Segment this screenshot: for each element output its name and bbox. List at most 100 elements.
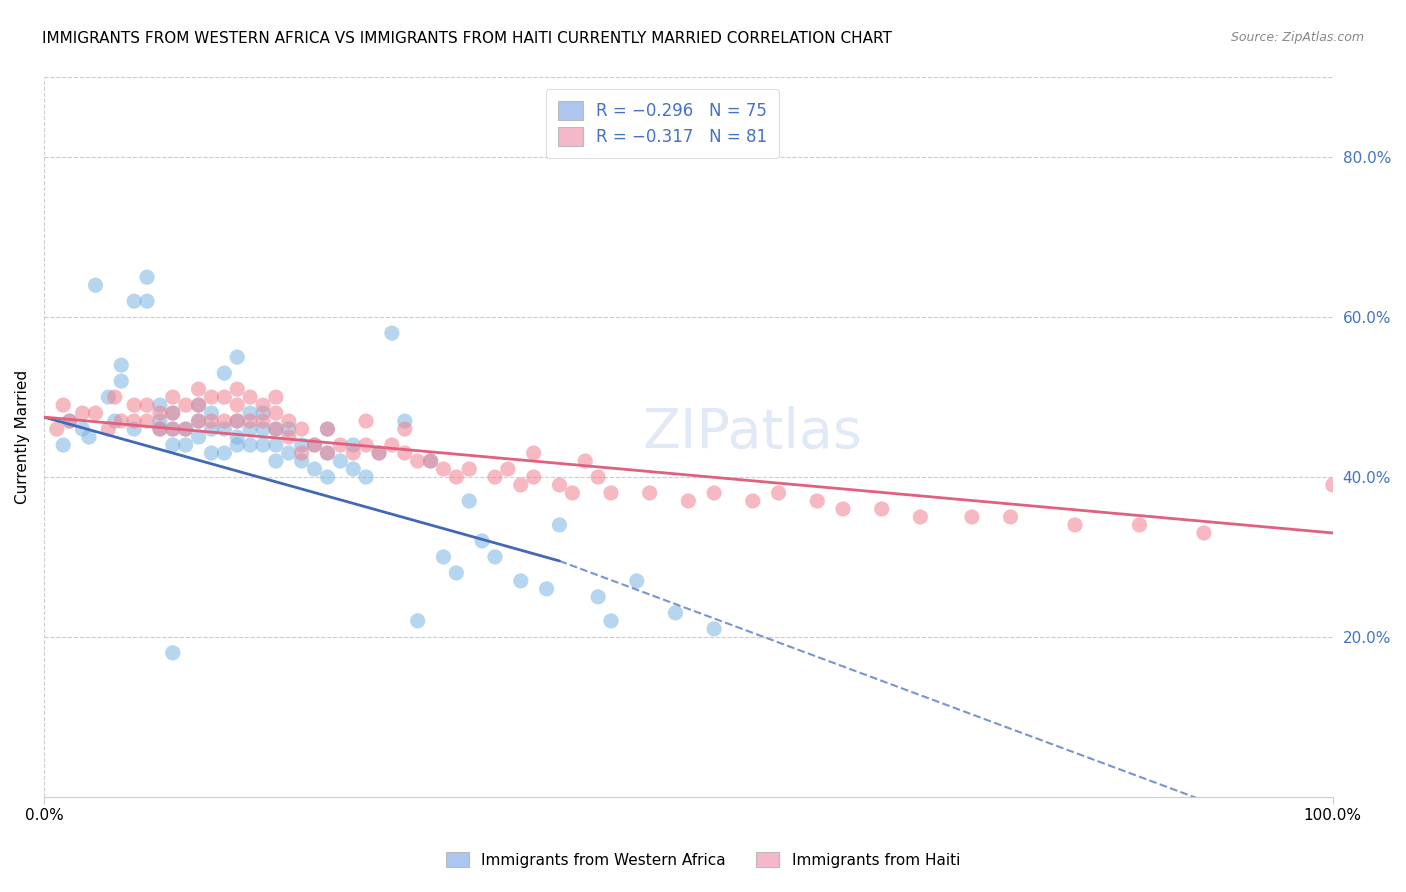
Point bbox=[316, 422, 339, 436]
Point bbox=[1322, 478, 1344, 492]
Point bbox=[45, 422, 67, 436]
Point bbox=[226, 430, 249, 444]
Point bbox=[368, 446, 391, 460]
Point bbox=[626, 574, 648, 588]
Point bbox=[264, 390, 287, 404]
Point bbox=[703, 622, 725, 636]
Point bbox=[149, 414, 172, 428]
Point bbox=[136, 414, 159, 428]
Point bbox=[406, 454, 429, 468]
Point bbox=[342, 438, 364, 452]
Point bbox=[97, 422, 120, 436]
Point bbox=[1128, 518, 1150, 533]
Point bbox=[52, 438, 75, 452]
Point bbox=[226, 414, 249, 428]
Point bbox=[458, 462, 481, 476]
Point bbox=[200, 406, 222, 420]
Point bbox=[406, 614, 429, 628]
Point bbox=[122, 398, 145, 412]
Point bbox=[226, 414, 249, 428]
Point bbox=[329, 438, 352, 452]
Point bbox=[304, 438, 326, 452]
Point bbox=[149, 422, 172, 436]
Point bbox=[200, 414, 222, 428]
Point bbox=[214, 414, 236, 428]
Point bbox=[239, 406, 262, 420]
Point bbox=[110, 374, 132, 388]
Point bbox=[52, 398, 75, 412]
Point bbox=[432, 462, 454, 476]
Point bbox=[214, 366, 236, 380]
Y-axis label: Currently Married: Currently Married bbox=[15, 370, 30, 504]
Point bbox=[162, 406, 184, 420]
Point bbox=[329, 454, 352, 468]
Point bbox=[291, 438, 314, 452]
Point bbox=[252, 398, 274, 412]
Point bbox=[77, 430, 100, 444]
Point bbox=[586, 590, 609, 604]
Point bbox=[200, 422, 222, 436]
Point bbox=[264, 438, 287, 452]
Point bbox=[291, 422, 314, 436]
Point bbox=[354, 438, 377, 452]
Point bbox=[394, 446, 416, 460]
Point bbox=[523, 470, 546, 484]
Point bbox=[342, 446, 364, 460]
Point bbox=[304, 462, 326, 476]
Point bbox=[446, 566, 468, 580]
Point bbox=[252, 406, 274, 420]
Point bbox=[832, 502, 855, 516]
Point bbox=[187, 414, 209, 428]
Point bbox=[97, 390, 120, 404]
Point bbox=[200, 390, 222, 404]
Point bbox=[214, 390, 236, 404]
Point bbox=[104, 390, 127, 404]
Point bbox=[226, 350, 249, 364]
Point bbox=[252, 422, 274, 436]
Point bbox=[174, 422, 197, 436]
Point bbox=[214, 446, 236, 460]
Point bbox=[523, 446, 546, 460]
Point bbox=[72, 422, 94, 436]
Point bbox=[122, 414, 145, 428]
Point bbox=[316, 446, 339, 460]
Point bbox=[496, 462, 519, 476]
Point bbox=[226, 438, 249, 452]
Point bbox=[1064, 518, 1087, 533]
Point bbox=[252, 438, 274, 452]
Point bbox=[174, 438, 197, 452]
Point bbox=[509, 478, 531, 492]
Point bbox=[149, 422, 172, 436]
Point bbox=[536, 582, 558, 596]
Point bbox=[162, 646, 184, 660]
Point bbox=[174, 422, 197, 436]
Point bbox=[277, 430, 299, 444]
Point bbox=[264, 422, 287, 436]
Point bbox=[484, 470, 506, 484]
Point bbox=[252, 414, 274, 428]
Point bbox=[548, 478, 571, 492]
Point bbox=[239, 390, 262, 404]
Point bbox=[122, 422, 145, 436]
Text: ZIPatlas: ZIPatlas bbox=[643, 406, 863, 460]
Point bbox=[561, 486, 583, 500]
Point bbox=[381, 326, 404, 341]
Point bbox=[110, 358, 132, 372]
Text: Source: ZipAtlas.com: Source: ZipAtlas.com bbox=[1230, 31, 1364, 45]
Point bbox=[368, 446, 391, 460]
Point bbox=[291, 446, 314, 460]
Point bbox=[187, 398, 209, 412]
Point bbox=[84, 278, 107, 293]
Point bbox=[664, 606, 686, 620]
Point bbox=[600, 486, 623, 500]
Point bbox=[960, 510, 983, 524]
Point bbox=[239, 438, 262, 452]
Point bbox=[638, 486, 661, 500]
Point bbox=[741, 494, 763, 508]
Legend: R = −0.296   N = 75, R = −0.317   N = 81: R = −0.296 N = 75, R = −0.317 N = 81 bbox=[546, 89, 779, 158]
Point bbox=[703, 486, 725, 500]
Point bbox=[394, 422, 416, 436]
Point bbox=[239, 414, 262, 428]
Point bbox=[471, 533, 494, 548]
Point bbox=[432, 549, 454, 564]
